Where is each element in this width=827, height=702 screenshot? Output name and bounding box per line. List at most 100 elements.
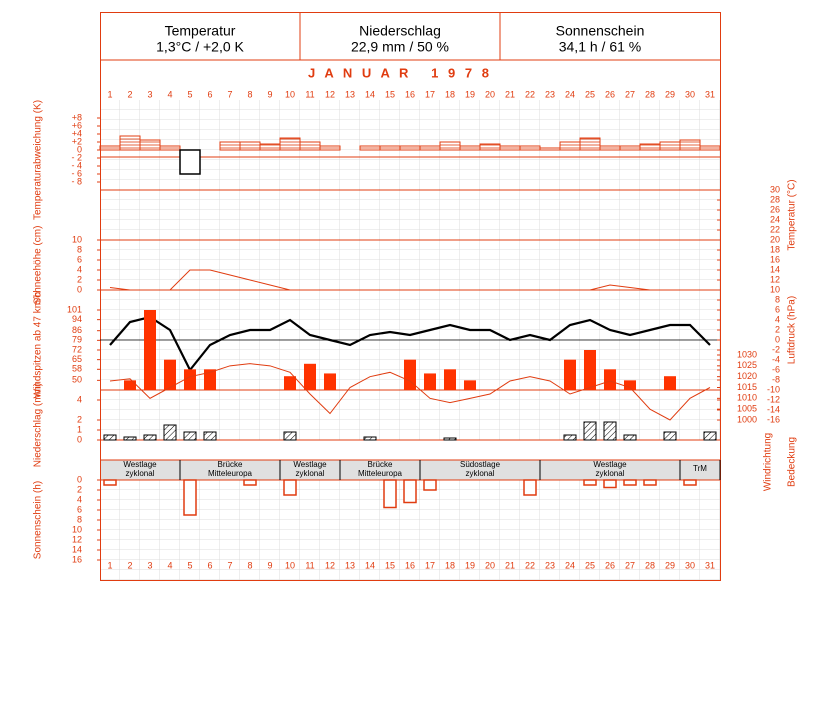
header-value: 22,9 mm / 50 %: [351, 39, 449, 55]
side-label: Windrichtung: [763, 433, 774, 491]
bar: [183, 479, 197, 516]
bar: [623, 479, 637, 486]
deviation-bar: [159, 145, 181, 151]
day-label: 22: [525, 560, 535, 570]
y-tick-label: 1015: [737, 382, 757, 392]
deviation-bar: [139, 139, 161, 151]
day-label: 23: [545, 89, 555, 99]
bar: [424, 373, 436, 390]
axis-title: Schneehöhe (cm): [33, 226, 44, 305]
day-label: 4: [167, 89, 172, 99]
bar: [324, 373, 336, 390]
bar: [283, 431, 297, 441]
day-label: 8: [247, 89, 252, 99]
y-tick-label: 2: [77, 484, 82, 494]
day-label: 24: [565, 89, 575, 99]
y-tick-label: 8: [775, 294, 780, 304]
day-label: 22: [525, 89, 535, 99]
y-tick-label: 12: [770, 274, 780, 284]
y-tick-label: 30: [770, 184, 780, 194]
day-label: 16: [405, 89, 415, 99]
y-tick-label: 16: [72, 554, 82, 564]
bar: [523, 479, 537, 496]
day-label: 17: [425, 560, 435, 570]
y-tick-label: 10: [770, 284, 780, 294]
weather-type: Brücke: [368, 460, 393, 469]
day-label: 19: [465, 89, 475, 99]
day-label: 26: [605, 560, 615, 570]
weather-type: Westlage: [123, 460, 157, 469]
side-label: Bedeckung: [787, 437, 798, 487]
y-tick-label: 10: [72, 524, 82, 534]
deviation-bar: [279, 137, 301, 151]
bar: [423, 479, 437, 491]
weather-type: zyklonal: [466, 469, 495, 478]
day-label: 20: [485, 560, 495, 570]
bar: [604, 369, 616, 390]
day-label: 7: [227, 560, 232, 570]
axis-title: Temperaturabweichung (K): [33, 100, 44, 220]
day-label: 30: [685, 560, 695, 570]
day-label: 18: [445, 560, 455, 570]
bar: [664, 376, 676, 390]
day-label: 8: [247, 560, 252, 570]
y-tick-label: 26: [770, 204, 780, 214]
bar: [443, 437, 457, 441]
bar: [204, 369, 216, 390]
bar: [124, 380, 136, 390]
day-label: 27: [625, 560, 635, 570]
deviation-bar: [299, 141, 321, 151]
day-label: 11: [305, 89, 314, 99]
day-label: 16: [405, 560, 415, 570]
deviation-bar: [359, 145, 381, 151]
y-tick-label: 4: [77, 394, 82, 404]
day-label: 27: [625, 89, 635, 99]
day-label: 17: [425, 89, 435, 99]
y-tick-label: 16: [770, 254, 780, 264]
deviation-bar: [399, 145, 421, 151]
bar: [583, 421, 597, 441]
day-label: 14: [365, 89, 375, 99]
y-tick-label: 8: [77, 244, 82, 254]
day-label: 11: [305, 560, 314, 570]
y-tick-label: 8: [77, 514, 82, 524]
bar: [583, 479, 597, 486]
y-tick-label: 28: [770, 194, 780, 204]
deviation-bar: [119, 135, 141, 151]
day-label: 21: [505, 560, 515, 570]
deviation-bar: [619, 145, 641, 151]
bar: [143, 434, 157, 441]
deviation-bar: [99, 145, 121, 151]
y-tick-label: 1010: [737, 393, 757, 403]
weather-band: [100, 460, 720, 480]
axis-title: Temperatur (°C): [787, 179, 798, 250]
bar: [363, 436, 377, 441]
axis-title: Sonnenschein (h): [33, 481, 44, 559]
y-tick-label: -10: [767, 384, 780, 394]
deviation-bar: [219, 141, 241, 151]
deviation-bar: [699, 145, 721, 151]
day-label: 1: [107, 560, 112, 570]
day-label: 26: [605, 89, 615, 99]
axis-title: Luftdruck (hPa): [787, 296, 798, 364]
deviation-bar: [259, 143, 281, 151]
y-tick-label: -6: [772, 364, 780, 374]
bar: [663, 431, 677, 441]
day-label: 12: [325, 89, 335, 99]
bar: [603, 479, 617, 489]
day-label: 24: [565, 560, 575, 570]
y-tick-label: 4: [77, 264, 82, 274]
y-tick-label: 0: [77, 144, 82, 154]
line: [109, 269, 710, 291]
y-tick-label: 1000: [737, 414, 757, 424]
y-tick-label: 4: [775, 314, 780, 324]
deviation-bar: [539, 147, 561, 151]
day-label: 25: [585, 89, 595, 99]
day-label: 14: [365, 560, 375, 570]
y-tick-label: 18: [770, 244, 780, 254]
day-label: 2: [127, 560, 132, 570]
y-tick-label: -2: [772, 344, 780, 354]
bar: [183, 431, 197, 441]
day-label: 3: [147, 560, 152, 570]
day-label: 31: [705, 89, 715, 99]
